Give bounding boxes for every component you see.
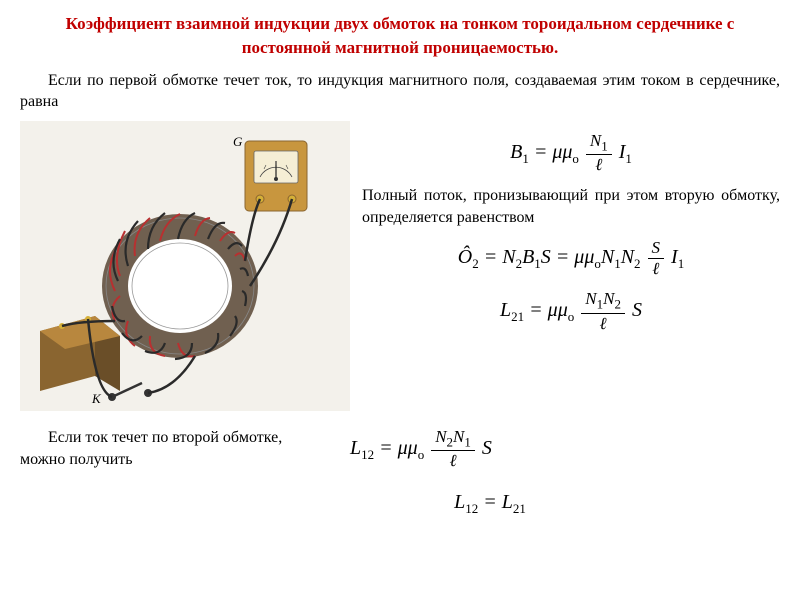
formula-equality: L12 = L21 [200,491,780,517]
bottom-row: Если ток течет по второй обмотке, можно … [20,417,780,481]
svg-text:G: G [233,134,243,149]
formula-B1: B1 = μμo N1ℓ I1 [362,131,780,175]
main-content: K G [20,121,780,411]
page-title: Коэффициент взаимной индукции двух обмот… [20,12,780,60]
wire-to-switch [148,356,195,393]
flux-text: Полный поток, пронизывающий при этом вто… [362,185,780,228]
svg-text:K: K [91,391,102,406]
intro-text: Если по первой обмотке течет ток, то инд… [20,70,780,113]
toroid-icon [102,213,258,359]
formula-Phi2: Ô2 = N2B1S = μμoN1N2 Sℓ I1 [362,238,780,279]
circuit-diagram: K G [20,121,350,411]
formula-column: B1 = μμo N1ℓ I1 Полный поток, пронизываю… [362,121,780,411]
second-coil-text: Если ток течет по второй обмотке, можно … [20,427,330,470]
switch-k: K [91,383,152,406]
formula-L12: L12 = μμo N2N1ℓ S [350,427,492,471]
formula-L21: L21 = μμo N1N2ℓ S [362,289,780,333]
galvanometer-icon: G [233,134,307,211]
battery-icon [40,316,120,391]
